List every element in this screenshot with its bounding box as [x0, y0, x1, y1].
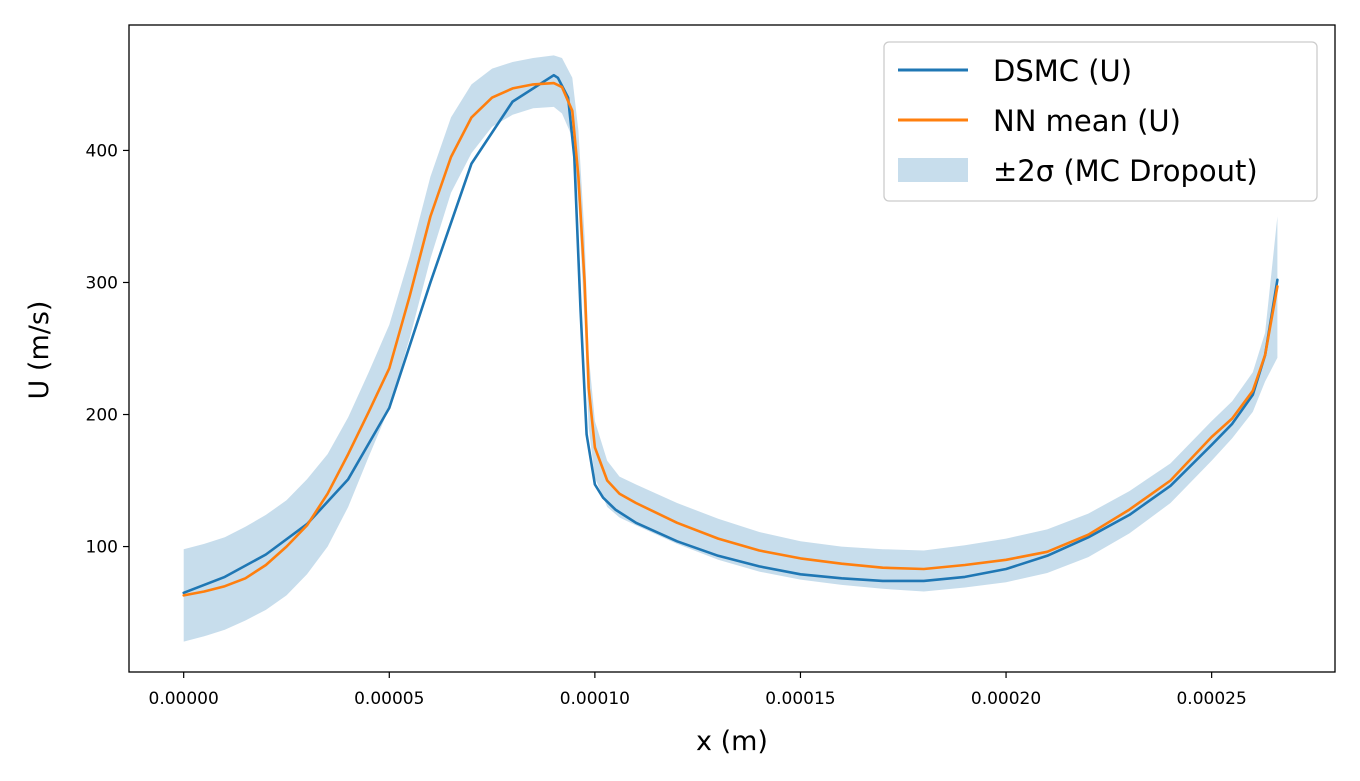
- y-tick-label: 300: [86, 273, 118, 293]
- x-tick-label: 0.00000: [149, 689, 219, 709]
- y-axis: 100 200 300 400: [86, 141, 129, 558]
- legend-box: [883, 41, 1318, 202]
- y-axis-label: U (m/s): [24, 301, 55, 400]
- plot-area: [182, 55, 1279, 642]
- x-axis-label: x (m): [696, 726, 768, 757]
- y-tick-label: 200: [86, 406, 118, 426]
- x-tick-label: 0.00010: [560, 689, 630, 709]
- plot-frame: [128, 24, 1336, 673]
- x-tick-label: 0.00005: [354, 689, 424, 709]
- x-tick-label: 0.00015: [765, 689, 835, 709]
- dsmc-line: [182, 73, 1279, 595]
- x-axis: 0.00000 0.00005 0.00010 0.00015 0.00020 0.000…: [149, 672, 1247, 709]
- legend-band-label: ±2σ (MC Dropout): [993, 154, 1258, 188]
- y-tick-label: 100: [86, 538, 118, 558]
- nn-mean-line: [182, 81, 1279, 597]
- legend: DSMC (U) NN mean (U) ±2σ (MC Dropout): [883, 41, 1318, 202]
- y-tick-label: 400: [86, 141, 118, 161]
- uncertainty-band: [183, 55, 1278, 642]
- legend-dsmc-label: DSMC (U): [993, 54, 1132, 88]
- x-tick-label: 0.00025: [1176, 689, 1246, 709]
- legend-nn-label: NN mean (U): [993, 104, 1181, 138]
- legend-band-swatch: [898, 158, 968, 182]
- x-tick-label: 0.00020: [971, 689, 1041, 709]
